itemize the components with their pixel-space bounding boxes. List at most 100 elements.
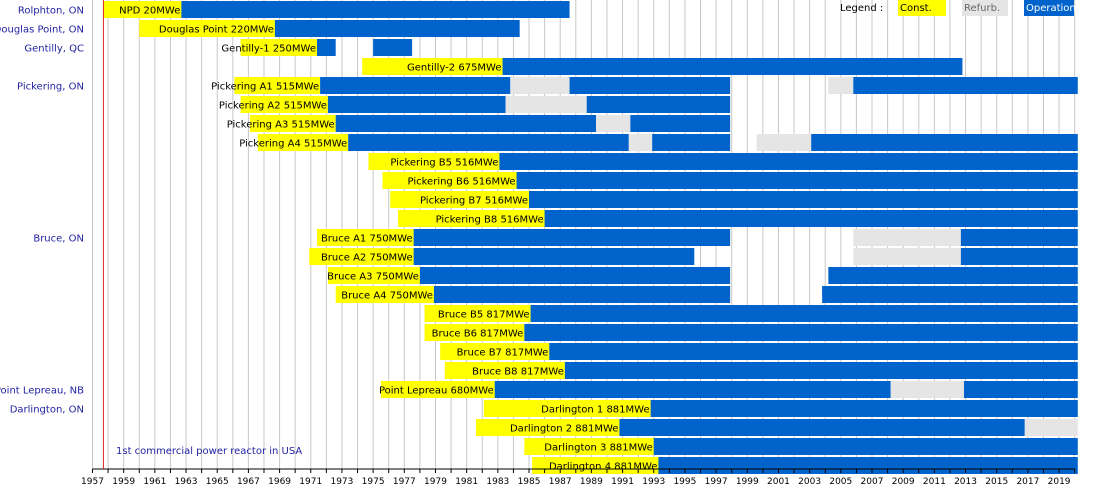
bar-refurb <box>890 381 964 398</box>
x-tick-label: 2005 <box>829 477 852 487</box>
x-tick-label: 1977 <box>393 477 416 487</box>
bar-const <box>309 248 414 265</box>
x-tick-label: 1963 <box>175 477 198 487</box>
bar-const <box>524 438 654 455</box>
site-label: Bruce, ON <box>33 234 84 245</box>
bar-operation <box>516 172 1078 189</box>
x-tick-label: 1991 <box>611 477 634 487</box>
x-axis: 1957 1959 1961 1963 1965 1967 1969 1971 1973 1975… <box>81 468 1076 487</box>
site-label: Pickering, ON <box>17 82 84 93</box>
x-tick-label: 2019 <box>1048 477 1071 487</box>
x-tick-label: 1959 <box>112 477 135 487</box>
bar-const <box>424 305 531 322</box>
x-tick-label: 1983 <box>486 477 509 487</box>
bar-const <box>440 343 550 360</box>
legend: Legend : Const. Refurb. Operation. <box>840 0 1079 16</box>
bar-operation <box>569 77 731 94</box>
bar-operation <box>320 77 511 94</box>
bar-refurb <box>505 96 587 113</box>
bar-const <box>424 324 525 341</box>
bar-operation <box>619 419 1025 436</box>
reactor-label: Pickering B5 516MWe <box>390 158 498 169</box>
reactor-labels: NPD 20MWe Douglas Point 220MWe Gentilly-1 … <box>119 6 657 473</box>
x-tick-label: 2003 <box>798 477 821 487</box>
reactor-label: Pickering A2 515MWe <box>219 101 327 112</box>
reactor-label: Bruce B8 817MWe <box>472 367 564 378</box>
x-tick-label: 2009 <box>892 477 915 487</box>
x-tick-label: 1979 <box>424 477 447 487</box>
annotation-text: 1st commercial power reactor in USA <box>116 446 302 457</box>
bar-const <box>444 362 565 379</box>
x-tick-label: 1997 <box>705 477 728 487</box>
site-label: Douglas Point, ON <box>0 25 84 36</box>
bar-refurb <box>1024 419 1078 436</box>
bar-operation <box>828 267 1078 284</box>
bar-operation <box>373 39 413 56</box>
legend-swatch-refurb <box>962 0 1008 16</box>
x-tick-label: 1971 <box>299 477 322 487</box>
legend-label-refurb: Refurb. <box>964 3 1000 14</box>
bar-refurb <box>628 134 653 151</box>
bar-operation <box>413 229 731 246</box>
reactor-label: Bruce A4 750MWe <box>341 291 433 302</box>
x-tick-label: 1965 <box>206 477 229 487</box>
bar-operation <box>544 210 1078 227</box>
x-tick-label: 1969 <box>268 477 291 487</box>
bar-operation <box>316 39 336 56</box>
bar-const <box>316 229 414 246</box>
site-label: Point Lepreau, NB <box>0 386 84 397</box>
x-tick-label: 1967 <box>237 477 260 487</box>
bar-const <box>532 457 659 474</box>
reactor-label: Pickering A3 515MWe <box>227 120 335 131</box>
bar-refurb <box>510 77 570 94</box>
bar-const <box>335 286 434 303</box>
bar-operation <box>963 381 1078 398</box>
legend-title: Legend : <box>840 3 883 14</box>
bar-const <box>327 267 420 284</box>
bar-operation <box>413 248 695 265</box>
reactor-label: Pickering A4 515MWe <box>239 139 347 150</box>
x-tick-label: 1961 <box>143 477 166 487</box>
reactor-label: Darlington 3 881MWe <box>544 443 652 454</box>
bar-refurb <box>853 248 961 265</box>
bar-const <box>249 115 336 132</box>
reactor-label: Bruce B7 817MWe <box>457 348 549 359</box>
bar-operation <box>274 20 520 37</box>
reactor-label: Bruce A3 750MWe <box>327 272 419 283</box>
bar-operation <box>181 1 570 18</box>
bar-const <box>240 96 328 113</box>
bar-const <box>380 381 495 398</box>
bar-operation <box>586 96 731 113</box>
legend-swatch-operation <box>1024 0 1074 16</box>
bar-operation <box>630 115 731 132</box>
x-tick-label: 2011 <box>923 477 946 487</box>
bar-const <box>139 20 275 37</box>
x-tick-label: 1999 <box>736 477 759 487</box>
bar-operation <box>652 134 731 151</box>
site-label: Rolphton, ON <box>18 6 84 17</box>
bar-const <box>257 134 349 151</box>
bar-refurb <box>828 77 854 94</box>
site-labels: Rolphton, ON Douglas Point, ON Gentilly, Q… <box>0 6 84 416</box>
legend-swatch-const <box>898 0 946 16</box>
bar-operation <box>960 248 1078 265</box>
bar-const <box>103 1 182 18</box>
reactor-label: Bruce A2 750MWe <box>321 253 413 264</box>
x-tick-label: 1957 <box>81 477 104 487</box>
reactor-label: NPD 20MWe <box>119 6 180 17</box>
bar-refurb <box>596 115 631 132</box>
bar-operation <box>502 58 963 75</box>
bar-operation <box>811 134 1078 151</box>
bar-const <box>234 77 321 94</box>
bar-operation <box>494 381 891 398</box>
legend-label-const: Const. <box>900 3 932 14</box>
bar-const <box>382 172 517 189</box>
x-tick-label: 1993 <box>642 477 665 487</box>
bar-operation <box>549 343 1078 360</box>
bar-operation <box>853 77 1078 94</box>
x-tick-label: 2017 <box>1016 477 1039 487</box>
bar-const <box>398 210 545 227</box>
bar-const <box>368 153 500 170</box>
bar-operation <box>658 457 1078 474</box>
bar-operation <box>653 438 1078 455</box>
